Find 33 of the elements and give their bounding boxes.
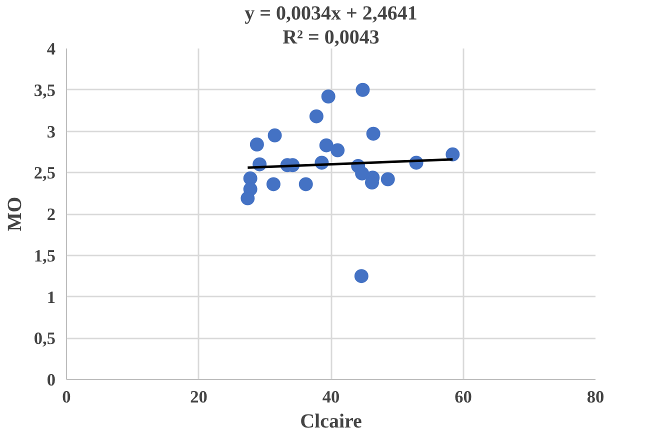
y-tick-label: 3 bbox=[46, 122, 56, 142]
y-tick-label: 4 bbox=[46, 40, 56, 58]
y-tick-label: 0 bbox=[46, 370, 56, 390]
y-tick-label: 1 bbox=[46, 288, 56, 307]
point bbox=[446, 147, 460, 162]
y-axis-title: MO bbox=[4, 196, 26, 232]
x-axis-title: Clcaire bbox=[300, 410, 362, 432]
point bbox=[366, 126, 380, 141]
point bbox=[356, 82, 370, 97]
x-tick-label: 60 bbox=[454, 388, 472, 406]
point bbox=[355, 166, 370, 180]
point bbox=[309, 109, 324, 124]
annotation: R² = 0,0043 bbox=[282, 26, 380, 48]
x-tick-label: 20 bbox=[190, 388, 208, 406]
y-tick-label: 1,5 bbox=[34, 246, 56, 266]
point bbox=[321, 90, 336, 104]
y-tick-label: 0,5 bbox=[34, 329, 56, 348]
point bbox=[354, 269, 368, 284]
point bbox=[250, 138, 264, 152]
point bbox=[240, 191, 255, 206]
point bbox=[380, 172, 395, 186]
point bbox=[266, 177, 280, 192]
point bbox=[330, 143, 345, 158]
x-tick-label: 40 bbox=[322, 388, 340, 406]
x-tick-label: 0 bbox=[62, 388, 71, 406]
y-tick-label: 2,5 bbox=[34, 164, 56, 183]
point bbox=[298, 177, 313, 192]
y-tick-label: 2 bbox=[46, 205, 56, 224]
text: y = 0,0034x + 2,4641 bbox=[244, 2, 418, 24]
point bbox=[319, 138, 334, 152]
point bbox=[268, 128, 282, 142]
y-tick-label: 3,5 bbox=[34, 80, 56, 100]
x-tick-label: 80 bbox=[586, 388, 604, 406]
